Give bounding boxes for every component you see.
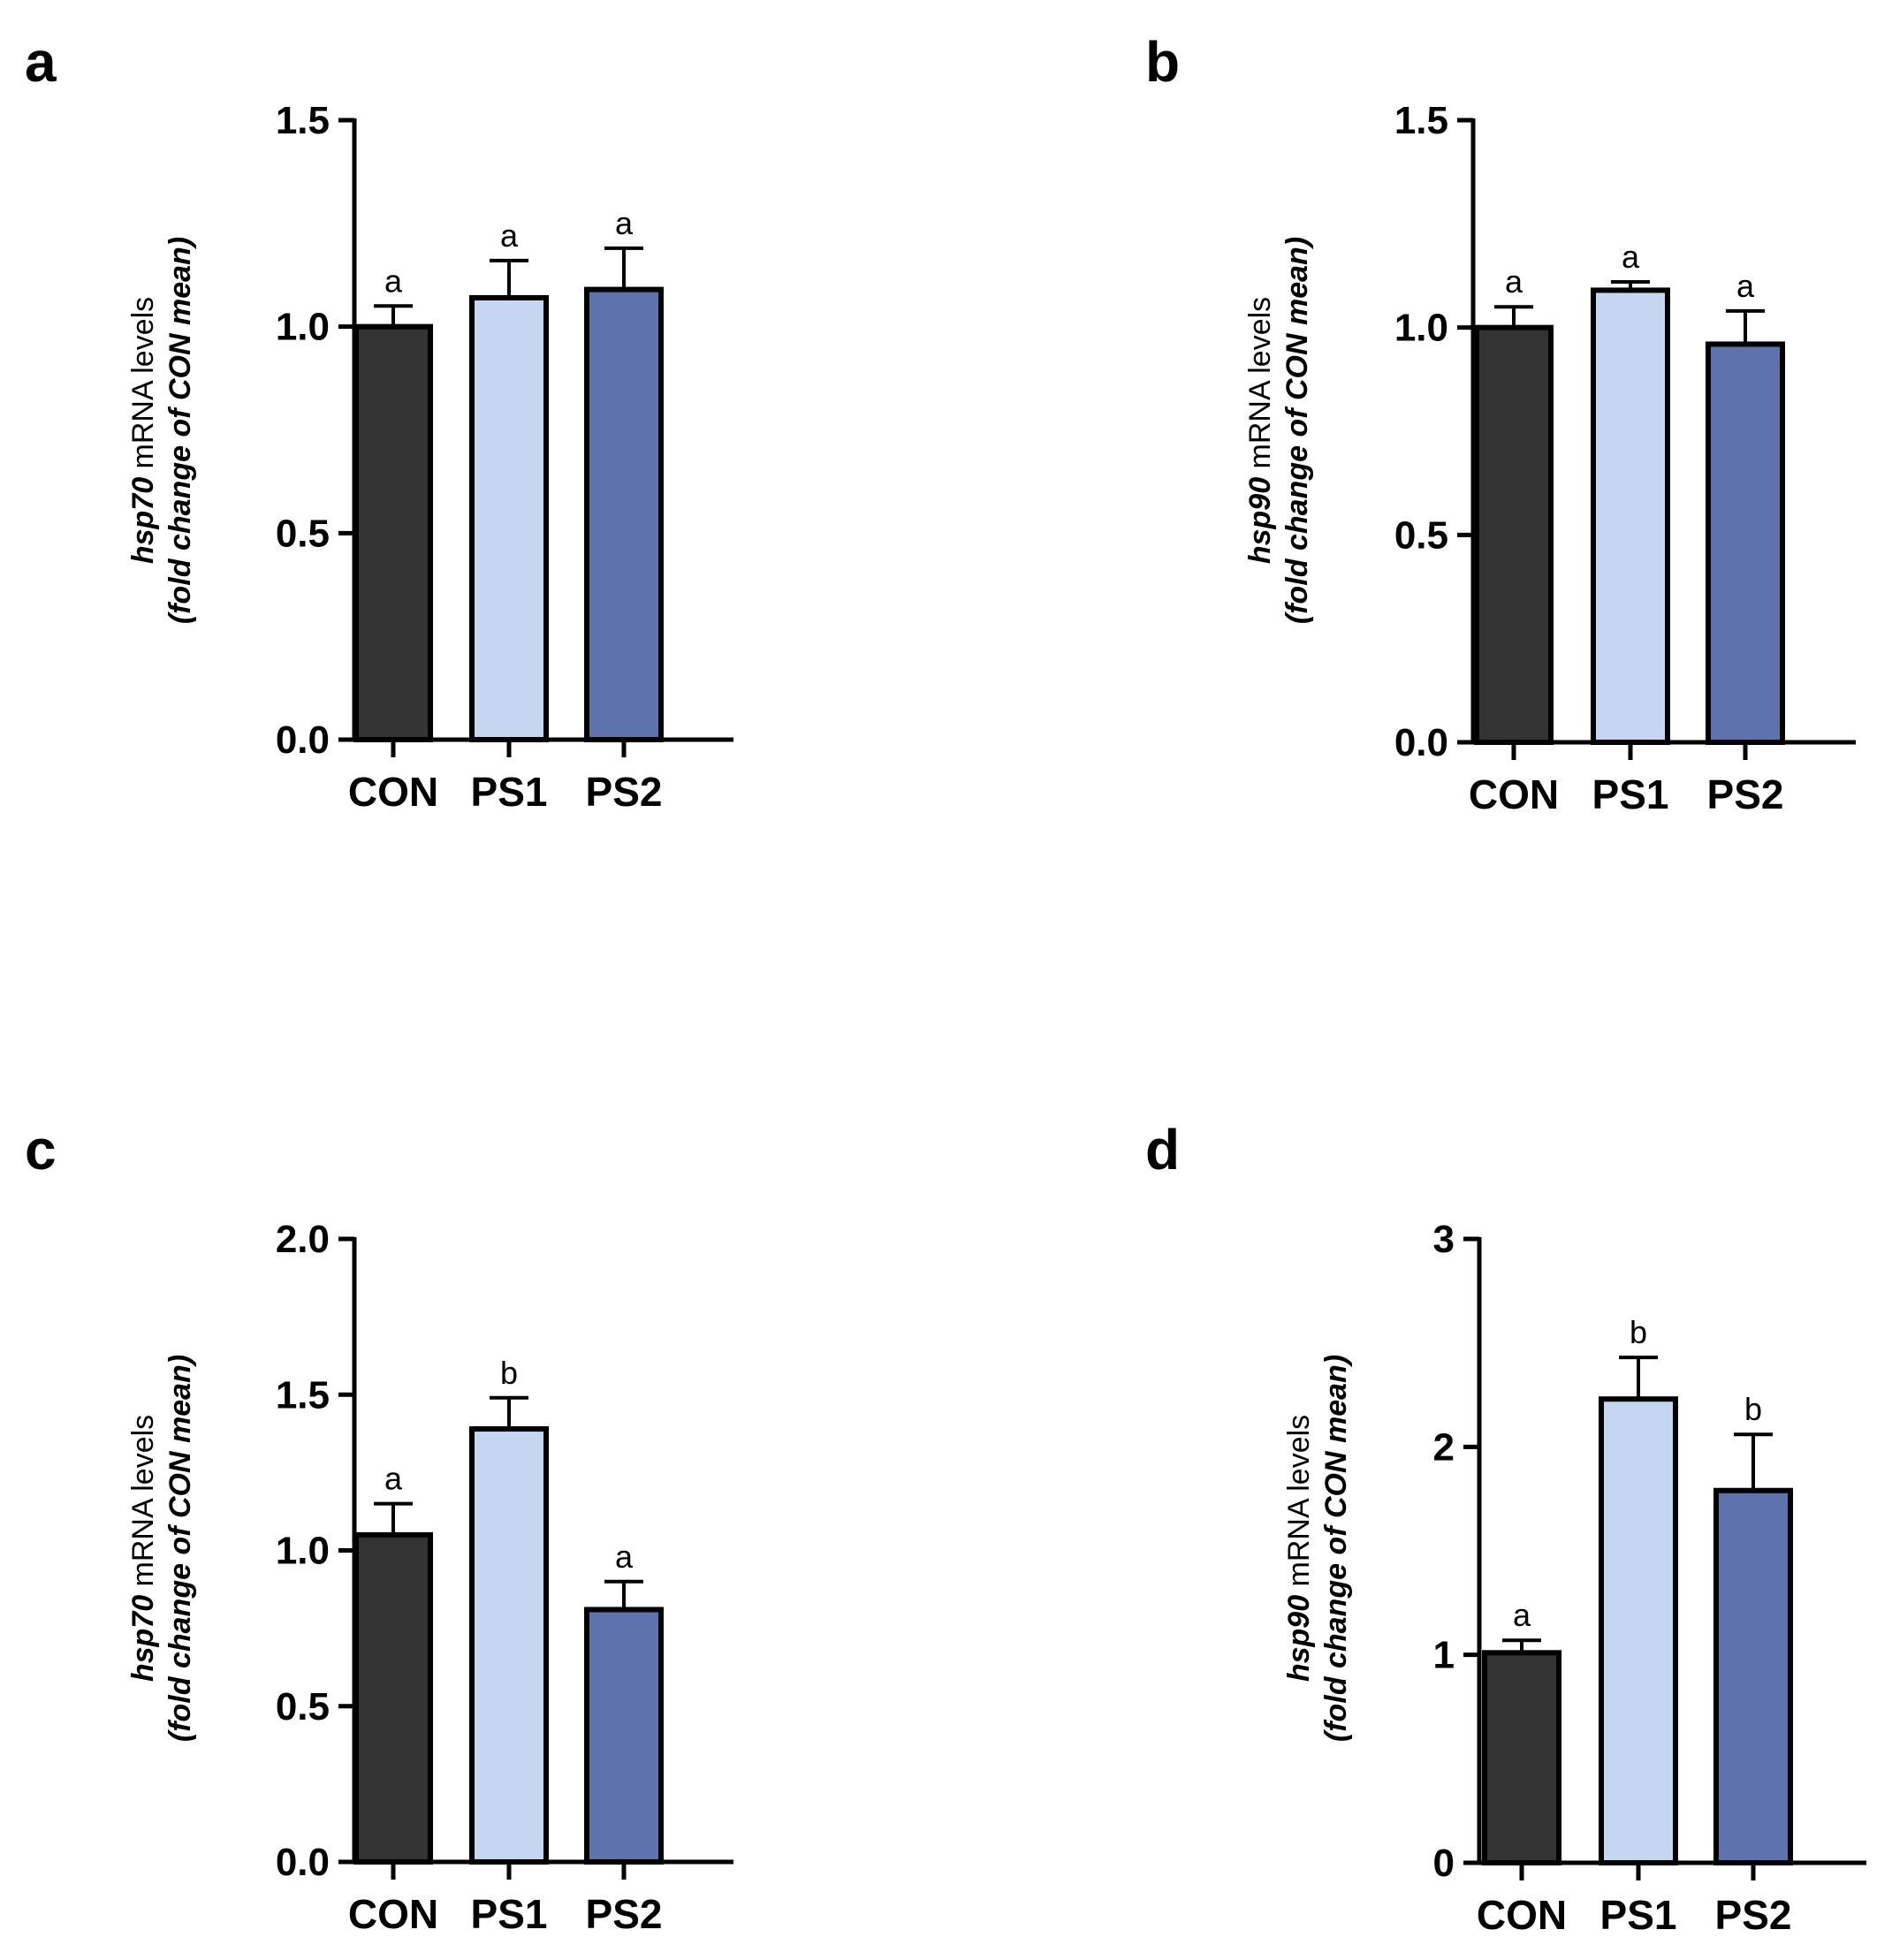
significance-label: a: [615, 205, 634, 241]
y-tick-label: 0: [1433, 1842, 1455, 1885]
x-tick-label: CON: [1469, 771, 1559, 817]
y-axis-label-rest: mRNA levels: [126, 1415, 160, 1595]
y-tick-label: 0.0: [1394, 721, 1448, 764]
chart-panel-b: b 0.0 0.5 1.0 1.5 hsp90 mRNA levels (fold chan…: [1145, 30, 1856, 817]
y-axis-label-rest: mRNA levels: [1243, 297, 1277, 477]
chart-panel-a: a 0.0 0.5 1.0 1.5 hsp70 mRNA levels (fold chan…: [25, 30, 733, 815]
y-axis-label-rest: mRNA levels: [126, 297, 160, 477]
y-tick-label: 1.0: [276, 306, 330, 349]
y-axis-label: hsp90 mRNA levels (fold change of CON mea…: [1243, 237, 1314, 624]
bar-ps2: [584, 1607, 664, 1865]
bar-con: [353, 323, 433, 742]
bar-ps1: [469, 294, 549, 742]
x-tick-label: PS2: [1715, 1892, 1792, 1938]
y-axis-label-gene: hsp90: [1282, 1595, 1316, 1682]
significance-label: a: [615, 1538, 634, 1575]
significance-label: a: [384, 1461, 403, 1497]
y-tick-label: 2: [1433, 1425, 1455, 1469]
chart-panel-d: d 0 1 2 3 hsp90 mRNA levels (fold change of CO…: [1145, 1118, 1866, 1938]
y-tick-label: 2.0: [276, 1218, 330, 1261]
x-tick-label: PS2: [586, 1891, 663, 1937]
y-axis-label: hsp70 mRNA levels (fold change of CON mea…: [126, 1355, 197, 1742]
y-axis-label-line2: (fold change of CON mean): [1319, 1355, 1353, 1742]
y-tick-label: 0.5: [276, 1685, 330, 1728]
y-tick-label: 0.0: [276, 1841, 330, 1884]
x-tick-label: PS1: [1592, 771, 1669, 817]
significance-label: a: [1513, 1597, 1531, 1633]
bar-ps2: [584, 286, 664, 742]
bar-ps1: [1591, 287, 1670, 745]
x-tick-label: PS2: [1707, 771, 1784, 817]
y-axis-label-rest: mRNA levels: [1282, 1415, 1316, 1595]
y-tick-label: 1.0: [276, 1530, 330, 1573]
significance-label: a: [1622, 239, 1640, 275]
y-tick-label: 0.5: [1394, 513, 1448, 557]
significance-label: b: [1744, 1391, 1762, 1427]
y-axis-label-line2: (fold change of CON mean): [163, 237, 197, 624]
x-tick-label: CON: [348, 769, 438, 815]
significance-label: a: [1505, 263, 1523, 300]
y-tick-label: 1: [1433, 1634, 1455, 1677]
bar-con: [1482, 1650, 1561, 1866]
x-tick-label: PS1: [471, 769, 548, 815]
y-tick-label: 3: [1433, 1218, 1455, 1261]
bar-con: [1474, 324, 1554, 745]
y-tick-label: 0.0: [276, 718, 330, 762]
x-tick-label: PS2: [586, 769, 663, 815]
x-tick-label: CON: [348, 1891, 438, 1937]
significance-label: a: [384, 262, 403, 299]
y-axis-label-line2: (fold change of CON mean): [163, 1355, 197, 1742]
y-axis-label-gene: hsp90: [1243, 477, 1277, 564]
significance-label: a: [1736, 268, 1755, 304]
y-tick-label: 1.5: [1394, 99, 1448, 142]
bar-ps1: [469, 1426, 549, 1865]
panel-letter: a: [25, 30, 57, 94]
panel-letter: d: [1145, 1118, 1180, 1181]
bar-ps2: [1706, 341, 1785, 745]
x-tick-label: PS1: [471, 1891, 548, 1937]
significance-label: a: [500, 217, 519, 254]
y-tick-label: 1.0: [1394, 307, 1448, 350]
panel-letter: c: [25, 1118, 57, 1181]
y-axis-label-gene: hsp70: [126, 477, 160, 564]
chart-panel-c: c 0.0 0.5 1.0 1.5 2.0 hsp70 mRNA levels (fold c…: [25, 1118, 733, 1937]
y-axis-label: hsp90 mRNA levels (fold change of CON mea…: [1282, 1355, 1353, 1742]
y-axis-label-line2: (fold change of CON mean): [1280, 237, 1314, 624]
y-axis-label: hsp70 mRNA levels (fold change of CON mea…: [126, 237, 197, 624]
x-tick-label: PS1: [1600, 1892, 1677, 1938]
y-tick-label: 1.5: [276, 99, 330, 142]
y-axis-label-gene: hsp70: [126, 1595, 160, 1682]
x-tick-label: CON: [1477, 1892, 1567, 1938]
panel-letter: b: [1145, 30, 1180, 94]
significance-label: b: [500, 1355, 518, 1391]
bar-ps1: [1599, 1396, 1678, 1865]
bar-con: [353, 1531, 433, 1865]
bar-ps2: [1713, 1487, 1793, 1865]
significance-label: b: [1630, 1314, 1647, 1350]
y-tick-label: 1.5: [276, 1373, 330, 1417]
y-tick-label: 0.5: [276, 512, 330, 555]
